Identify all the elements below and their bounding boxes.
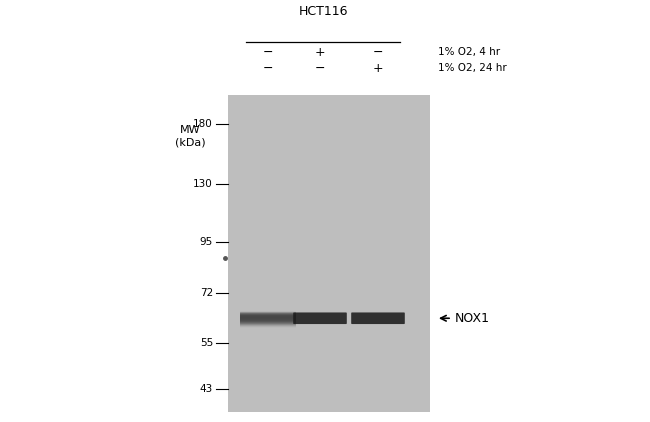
Text: −: − (372, 46, 384, 59)
FancyBboxPatch shape (240, 322, 296, 326)
Text: MW
(kDa): MW (kDa) (175, 125, 205, 147)
FancyBboxPatch shape (240, 319, 296, 323)
FancyBboxPatch shape (240, 316, 296, 320)
FancyBboxPatch shape (240, 315, 296, 319)
Text: HCT116: HCT116 (298, 5, 348, 18)
FancyBboxPatch shape (240, 313, 296, 317)
Text: 43: 43 (200, 384, 213, 394)
FancyBboxPatch shape (240, 321, 296, 325)
FancyBboxPatch shape (240, 320, 296, 324)
Bar (228, 95, 430, 412)
Text: 1% O2, 4 hr: 1% O2, 4 hr (438, 47, 500, 57)
Text: −: − (263, 46, 273, 59)
FancyBboxPatch shape (240, 322, 296, 327)
Text: NOX1: NOX1 (455, 312, 490, 325)
FancyBboxPatch shape (240, 321, 296, 325)
FancyBboxPatch shape (293, 312, 347, 324)
Text: −: − (315, 62, 325, 75)
FancyBboxPatch shape (240, 312, 296, 316)
Text: 55: 55 (200, 338, 213, 349)
Text: 95: 95 (200, 237, 213, 247)
FancyBboxPatch shape (240, 318, 296, 322)
FancyBboxPatch shape (240, 317, 296, 321)
Text: +: + (315, 46, 325, 59)
Text: 180: 180 (193, 119, 213, 129)
Text: 72: 72 (200, 289, 213, 298)
FancyBboxPatch shape (351, 312, 405, 324)
FancyBboxPatch shape (240, 317, 296, 322)
FancyBboxPatch shape (240, 314, 296, 318)
FancyBboxPatch shape (240, 316, 296, 319)
Text: +: + (372, 62, 384, 75)
FancyBboxPatch shape (240, 314, 296, 318)
FancyBboxPatch shape (240, 319, 296, 323)
FancyBboxPatch shape (240, 312, 296, 316)
Text: 130: 130 (193, 179, 213, 189)
Text: −: − (263, 62, 273, 75)
Text: 1% O2, 24 hr: 1% O2, 24 hr (438, 63, 507, 73)
